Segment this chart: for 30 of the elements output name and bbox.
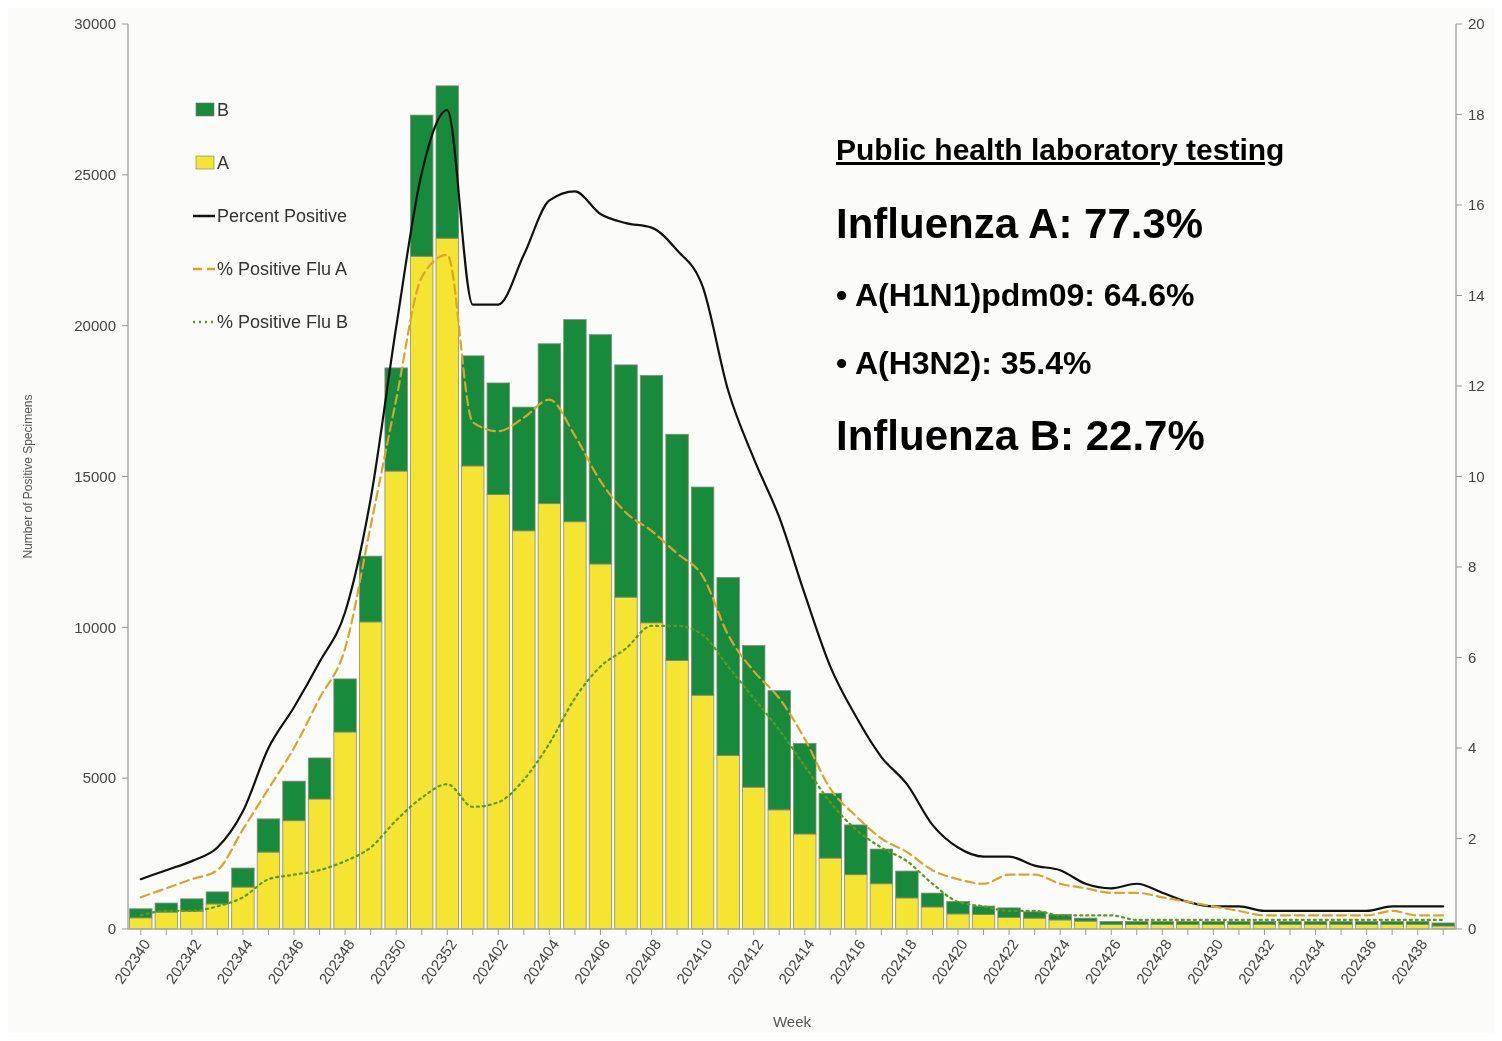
- legend-label: Percent Positive: [217, 206, 348, 227]
- y2-tick-label: 4: [1468, 739, 1477, 757]
- y-tick-label: 5000: [82, 769, 116, 787]
- y2-tick-label: 14: [1468, 286, 1485, 304]
- y2-tick-label: 2: [1468, 829, 1477, 847]
- legend-label: A: [217, 153, 230, 174]
- y2-tick-label: 8: [1468, 558, 1477, 576]
- y2-tick-label: 10: [1468, 467, 1485, 485]
- y2-tick-label: 0: [1468, 920, 1477, 938]
- y2-tick-label: 12: [1468, 377, 1485, 395]
- annotation: Influenza A: 77.3%: [836, 200, 1204, 247]
- y-tick-label: 20000: [74, 316, 116, 334]
- y2-tick-label: 20: [1468, 15, 1485, 33]
- y2-tick-label: 6: [1468, 648, 1477, 666]
- annotation: • A(H3N2): 35.4%: [836, 345, 1092, 381]
- y-tick-label: 30000: [74, 15, 116, 33]
- legend-label: % Positive Flu A: [217, 259, 348, 280]
- y2-tick-label: 16: [1468, 196, 1485, 214]
- annotation: Public health laboratory testing: [836, 133, 1285, 166]
- annotation: Influenza B: 22.7%: [836, 412, 1205, 459]
- y2-tick-label: 18: [1468, 105, 1485, 123]
- annotation: • A(H1N1)pdm09: 64.6%: [836, 277, 1195, 313]
- y-axis-title: Number of Positive Specimens: [21, 394, 35, 559]
- y-tick-label: 15000: [74, 467, 116, 485]
- y-tick-label: 0: [107, 920, 116, 938]
- y-tick-label: 10000: [74, 618, 116, 636]
- legend-label: B: [217, 100, 230, 121]
- y-tick-label: 25000: [74, 166, 116, 184]
- legend-label: % Positive Flu B: [217, 312, 349, 333]
- x-axis-title: Week: [772, 1013, 812, 1030]
